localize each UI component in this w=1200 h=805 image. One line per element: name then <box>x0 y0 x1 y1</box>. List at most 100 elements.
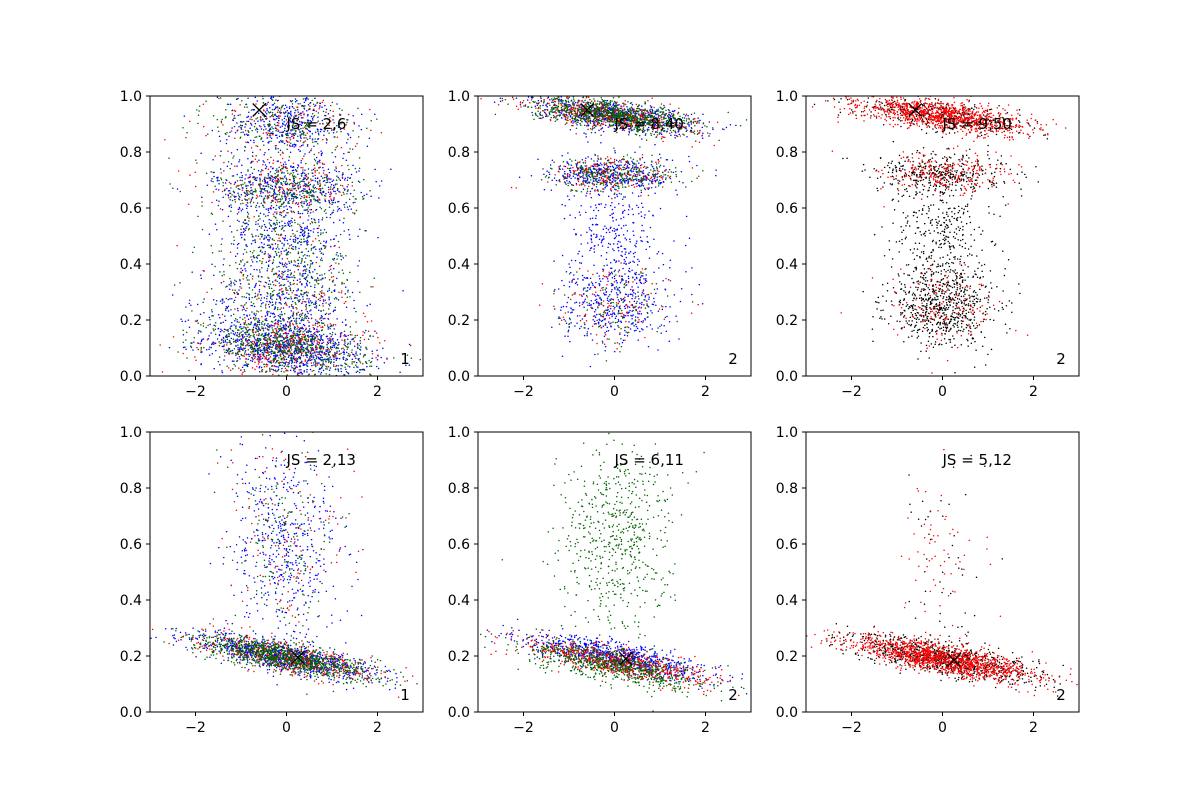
scatter-point <box>244 182 246 184</box>
scatter-point <box>271 238 274 241</box>
scatter-point <box>309 259 312 262</box>
scatter-point <box>303 105 305 107</box>
scatter-point <box>284 182 286 184</box>
scatter-point <box>256 325 258 327</box>
scatter-point <box>266 270 268 272</box>
scatter-point <box>255 189 257 192</box>
scatter-point <box>282 307 285 309</box>
scatter-point <box>269 247 272 249</box>
scatter-point <box>322 341 325 343</box>
scatter-point <box>345 124 347 126</box>
scatter-point <box>355 352 357 355</box>
scatter-point <box>265 181 267 184</box>
scatter-point <box>234 279 236 282</box>
scatter-point <box>304 313 307 316</box>
scatter-point <box>329 109 332 112</box>
scatter-point <box>274 243 277 245</box>
scatter-point <box>271 327 273 329</box>
scatter-point <box>252 160 254 163</box>
scatter-point <box>286 167 288 170</box>
scatter-point <box>229 199 231 201</box>
scatter-point <box>233 125 236 128</box>
scatter-point <box>278 189 281 191</box>
scatter-point <box>259 259 261 262</box>
scatter-point <box>291 189 293 192</box>
scatter-point <box>354 145 357 148</box>
scatter-point <box>296 297 298 299</box>
scatter-point <box>281 352 283 354</box>
scatter-point <box>255 223 257 226</box>
scatter-point <box>247 338 250 341</box>
scatter-point <box>271 104 274 106</box>
scatter-point <box>292 338 294 341</box>
scatter-point <box>247 213 250 215</box>
scatter-point <box>277 330 280 333</box>
scatter-point <box>233 299 236 302</box>
scatter-point <box>314 97 316 100</box>
scatter-point <box>263 187 266 190</box>
scatter-point <box>269 370 271 373</box>
scatter-point <box>224 339 227 341</box>
scatter-point <box>185 136 187 139</box>
scatter-point <box>312 231 315 233</box>
scatter-point <box>281 272 283 275</box>
scatter-point <box>282 278 284 280</box>
scatter-point <box>278 166 280 168</box>
scatter-point <box>316 256 318 258</box>
scatter-point <box>281 191 284 193</box>
scatter-point <box>199 330 201 333</box>
scatter-point <box>212 191 215 193</box>
scatter-point <box>322 359 324 361</box>
scatter-point <box>346 118 348 121</box>
scatter-point <box>326 346 329 348</box>
scatter-point <box>246 344 248 346</box>
scatter-point <box>230 242 233 245</box>
scatter-point <box>240 287 243 289</box>
scatter-point <box>225 349 228 352</box>
scatter-point <box>326 368 328 370</box>
scatter-point <box>329 332 331 335</box>
scatter-point <box>319 250 321 252</box>
scatter-point <box>176 188 179 190</box>
scatter-point <box>279 325 281 327</box>
scatter-point <box>245 324 248 326</box>
scatter-point <box>308 201 311 204</box>
scatter-point <box>315 190 317 193</box>
scatter-point <box>347 352 350 355</box>
scatter-point <box>200 277 203 280</box>
scatter-point <box>286 335 288 337</box>
scatter-point <box>339 184 342 187</box>
scatter-point <box>363 178 365 181</box>
scatter-point <box>256 194 258 196</box>
scatter-point <box>252 201 255 204</box>
scatter-point <box>266 364 269 366</box>
scatter-point <box>282 201 285 204</box>
scatter-point <box>282 274 284 276</box>
scatter-point <box>250 242 253 245</box>
scatter-point <box>314 180 317 182</box>
scatter-point <box>304 254 306 256</box>
scatter-point <box>251 235 254 237</box>
scatter-point <box>257 334 260 336</box>
scatter-point <box>256 269 258 271</box>
scatter-point <box>290 165 292 167</box>
scatter-point <box>215 349 217 352</box>
scatter-point <box>352 115 354 117</box>
scatter-point <box>288 297 290 300</box>
scatter-point <box>266 292 268 294</box>
scatter-point <box>306 315 309 318</box>
scatter-point <box>375 180 377 183</box>
scatter-point <box>260 128 263 130</box>
scatter-point <box>332 364 335 366</box>
scatter-point <box>230 308 232 311</box>
scatter-point <box>222 264 225 266</box>
scatter-point <box>332 221 335 224</box>
scatter-point <box>300 292 302 295</box>
scatter-point <box>318 172 320 174</box>
scatter-point <box>242 253 245 255</box>
scatter-point <box>250 116 252 118</box>
scatter-point <box>287 195 289 197</box>
scatter-point <box>309 130 311 133</box>
scatter-point <box>219 140 222 142</box>
scatter-point <box>316 347 319 349</box>
